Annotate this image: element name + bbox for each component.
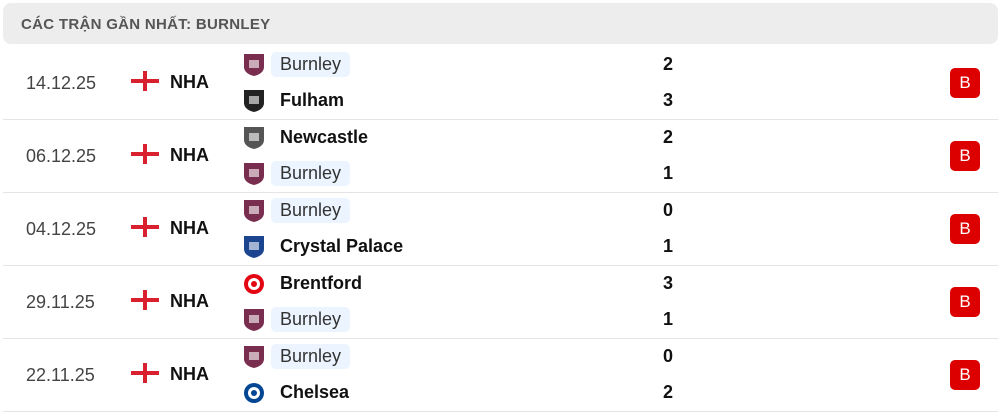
team-score: 1 [663,309,674,329]
team-name: Chelsea [280,382,350,402]
team-name: Burnley [271,307,351,332]
england-flag-icon [131,363,159,383]
burnley-crest-icon [243,162,265,186]
match-date: 22.11.25 [26,365,95,385]
team-score: 0 [663,346,674,366]
away-team[interactable]: Fulham 3 [241,87,941,115]
away-team[interactable]: Chelsea 2 [241,379,941,407]
match-date: 14.12.25 [26,73,97,93]
home-team[interactable]: Newcastle 2 [241,124,941,152]
competition-country: NHA [170,291,209,311]
team-name: Burnley [271,52,351,77]
team-name: Crystal Palace [280,236,404,256]
match-date: 04.12.25 [26,219,97,239]
section-header: CÁC TRẬN GẦN NHẤT: BURNLEY [3,3,998,44]
fulham-crest-icon [243,89,265,113]
team-name: Fulham [280,90,345,110]
england-flag-icon [131,217,159,237]
home-team[interactable]: Brentford 3 [241,270,941,298]
team-score: 2 [663,127,674,147]
burnley-crest-icon [243,345,265,369]
team-name: Newcastle [280,127,369,147]
competition-country: NHA [170,364,209,384]
competition-country: NHA [170,72,209,92]
team-score: 2 [663,382,674,402]
england-flag-icon [131,290,159,310]
team-score: 3 [663,273,674,293]
team-name: Brentford [280,273,362,293]
england-flag-icon [131,71,159,91]
result-badge: B [950,141,980,171]
crystal-palace-crest-icon [243,235,265,259]
match-date: 29.11.25 [26,292,95,312]
match-row[interactable]: 06.12.25 NHA Newcastle 2 Burnley 1 B [3,120,998,193]
team-score: 1 [663,163,674,183]
england-flag-icon [131,144,159,164]
result-badge: B [950,68,980,98]
chelsea-crest-icon [243,381,265,405]
result-badge: B [950,287,980,317]
away-team[interactable]: Burnley 1 [241,306,941,334]
match-row[interactable]: 22.11.25 NHA Burnley 0 Chelsea 2 B [3,339,998,412]
section-title: CÁC TRẬN GẦN NHẤT: BURNLEY [21,16,271,33]
match-row[interactable]: 04.12.25 NHA Burnley 0 Crystal Palace 1 B [3,193,998,266]
team-score: 1 [663,236,674,256]
team-score: 2 [663,54,674,74]
burnley-crest-icon [243,308,265,332]
result-badge: B [950,360,980,390]
burnley-crest-icon [243,53,265,77]
team-score: 0 [663,200,674,220]
home-team[interactable]: Burnley 0 [241,197,941,225]
competition-country: NHA [170,218,209,238]
match-row[interactable]: 29.11.25 NHA Brentford 3 Burnley 1 B [3,266,998,339]
team-name: Burnley [271,198,351,223]
competition-country: NHA [170,145,209,165]
team-name: Burnley [271,161,351,186]
team-name: Burnley [271,344,351,369]
home-team[interactable]: Burnley 2 [241,51,941,79]
result-badge: B [950,214,980,244]
newcastle-crest-icon [243,126,265,150]
match-date: 06.12.25 [26,146,97,166]
burnley-crest-icon [243,199,265,223]
home-team[interactable]: Burnley 0 [241,343,941,371]
away-team[interactable]: Crystal Palace 1 [241,233,941,261]
brentford-crest-icon [243,272,265,296]
match-row[interactable]: 14.12.25 NHA Burnley 2 Fulham 3 B [3,47,998,120]
away-team[interactable]: Burnley 1 [241,160,941,188]
team-score: 3 [663,90,674,110]
